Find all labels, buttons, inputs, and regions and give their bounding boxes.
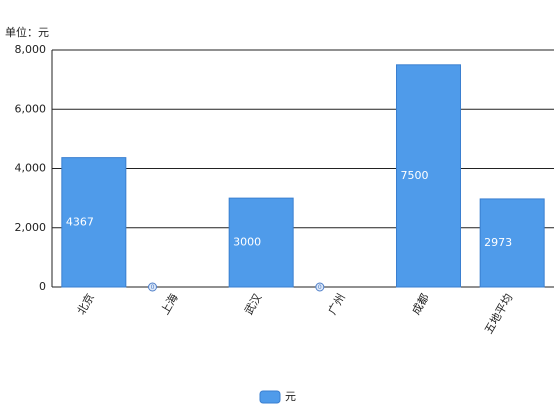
zero-marker [148,282,157,292]
legend-label: 元 [285,390,296,403]
data-label: 7500 [401,169,429,182]
unit-label: 单位：元 [5,25,49,39]
data-label: 0 [318,284,322,291]
data-label: 2973 [484,236,512,249]
bar [61,157,127,288]
legend-swatch [259,390,281,404]
bar [228,197,294,288]
y-tick-label: 0 [39,280,46,293]
y-tick-label: 2,000 [15,221,47,234]
x-tick-label: 武汉 [242,292,264,318]
data-label: 0 [151,284,155,291]
data-label: 3000 [233,236,261,249]
bar [479,198,545,288]
x-tick-label: 北京 [74,291,97,317]
zero-marker [315,282,325,292]
data-label: 4367 [66,215,94,228]
bar [396,64,461,288]
x-tick-label: 广州 [326,292,348,318]
y-tick-label: 6,000 [15,102,47,115]
y-tick-label: 4,000 [15,162,47,175]
x-tick-label: 五地平均 [482,291,515,336]
x-tick-label: 上海 [158,291,181,317]
y-tick-label: 8,000 [15,43,47,56]
x-tick-label: 成都 [409,292,431,318]
